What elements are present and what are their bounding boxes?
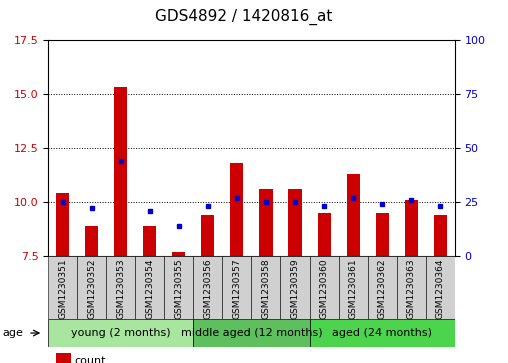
Bar [48,256,77,319]
Bar [251,256,280,319]
Bar [397,256,426,319]
Bar [231,163,243,256]
Bar [114,87,128,256]
Bar [309,319,455,347]
Text: middle aged (12 months): middle aged (12 months) [181,328,322,338]
Text: GSM1230361: GSM1230361 [348,258,358,319]
Text: GSM1230362: GSM1230362 [377,258,387,319]
Bar [194,319,309,347]
Bar [77,256,106,319]
Text: young (2 months): young (2 months) [71,328,171,338]
Text: GSM1230356: GSM1230356 [203,258,212,319]
Bar [280,256,309,319]
Bar [434,215,447,256]
Text: GSM1230355: GSM1230355 [174,258,183,319]
Text: GSM1230353: GSM1230353 [116,258,125,319]
Text: age: age [3,328,23,338]
Bar [223,256,251,319]
Text: GDS4892 / 1420816_at: GDS4892 / 1420816_at [155,9,333,25]
Bar [404,200,418,256]
Bar [135,256,165,319]
Text: GSM1230354: GSM1230354 [145,258,154,319]
Bar [143,226,156,256]
Bar [346,174,360,256]
Bar [201,215,214,256]
Text: aged (24 months): aged (24 months) [332,328,432,338]
Bar [165,256,194,319]
Text: count: count [75,356,106,363]
Bar [338,256,368,319]
Text: GSM1230360: GSM1230360 [320,258,329,319]
Text: GSM1230358: GSM1230358 [262,258,270,319]
Text: GSM1230357: GSM1230357 [233,258,241,319]
Text: GSM1230352: GSM1230352 [87,258,97,319]
Bar [289,189,302,256]
Text: GSM1230359: GSM1230359 [291,258,300,319]
Text: GSM1230364: GSM1230364 [436,258,444,319]
Text: GSM1230351: GSM1230351 [58,258,67,319]
Bar [48,319,194,347]
Bar [85,226,99,256]
Bar [56,193,69,256]
Bar [375,213,389,256]
Bar [194,256,223,319]
Bar [106,256,135,319]
Text: GSM1230363: GSM1230363 [406,258,416,319]
Bar [318,213,331,256]
Bar [368,256,397,319]
Bar [426,256,455,319]
Bar [260,189,272,256]
Bar [56,353,71,363]
Bar [172,252,185,256]
Bar [309,256,338,319]
